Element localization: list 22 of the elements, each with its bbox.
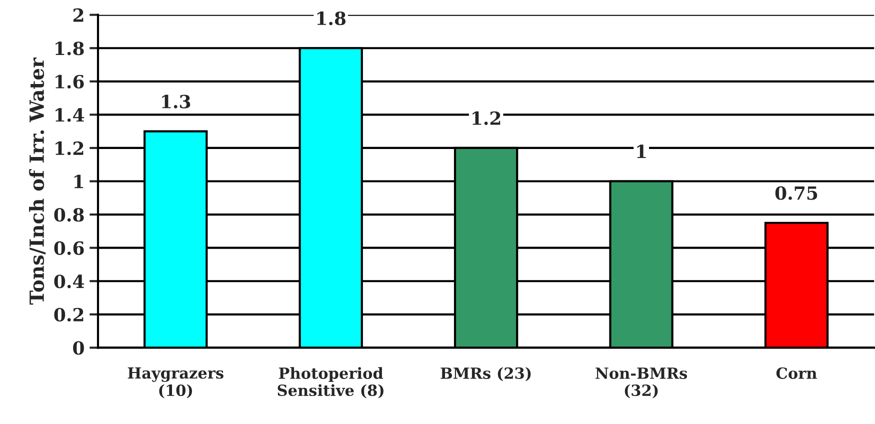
data-label: 1.3 xyxy=(162,94,190,108)
y-tick-label: 0.2 xyxy=(54,308,84,322)
y-tick-label: 1 xyxy=(74,174,84,188)
y-axis-title: Tons/Inch of Irr. Water xyxy=(29,57,46,305)
y-tick-label: 2 xyxy=(73,8,84,22)
y-tick-label: 1.2 xyxy=(56,141,84,156)
y-tick-label: 0.6 xyxy=(54,241,84,255)
y-tick-label: 0.8 xyxy=(54,208,84,222)
y-tick-label: 0.4 xyxy=(54,274,84,288)
x-tick-label: Corn xyxy=(776,367,817,379)
x-tick-label: Haygrazers (10) xyxy=(128,367,224,398)
x-tick-label: BMRs (23) xyxy=(440,367,531,382)
data-label: 1.8 xyxy=(317,12,346,26)
x-tick-label: Photoperiod Sensitive (8) xyxy=(278,367,384,398)
data-label: 1.2 xyxy=(472,111,500,126)
y-tick-label: 1.6 xyxy=(56,74,84,89)
y-tick-label: 0 xyxy=(73,341,84,355)
x-tick-label: Non-BMRs (32) xyxy=(596,368,688,398)
y-tick-label: 1.4 xyxy=(56,108,84,122)
data-label: 1 xyxy=(637,144,646,158)
y-tick-label: 1.8 xyxy=(56,42,84,56)
data-label: 0.75 xyxy=(775,186,818,200)
